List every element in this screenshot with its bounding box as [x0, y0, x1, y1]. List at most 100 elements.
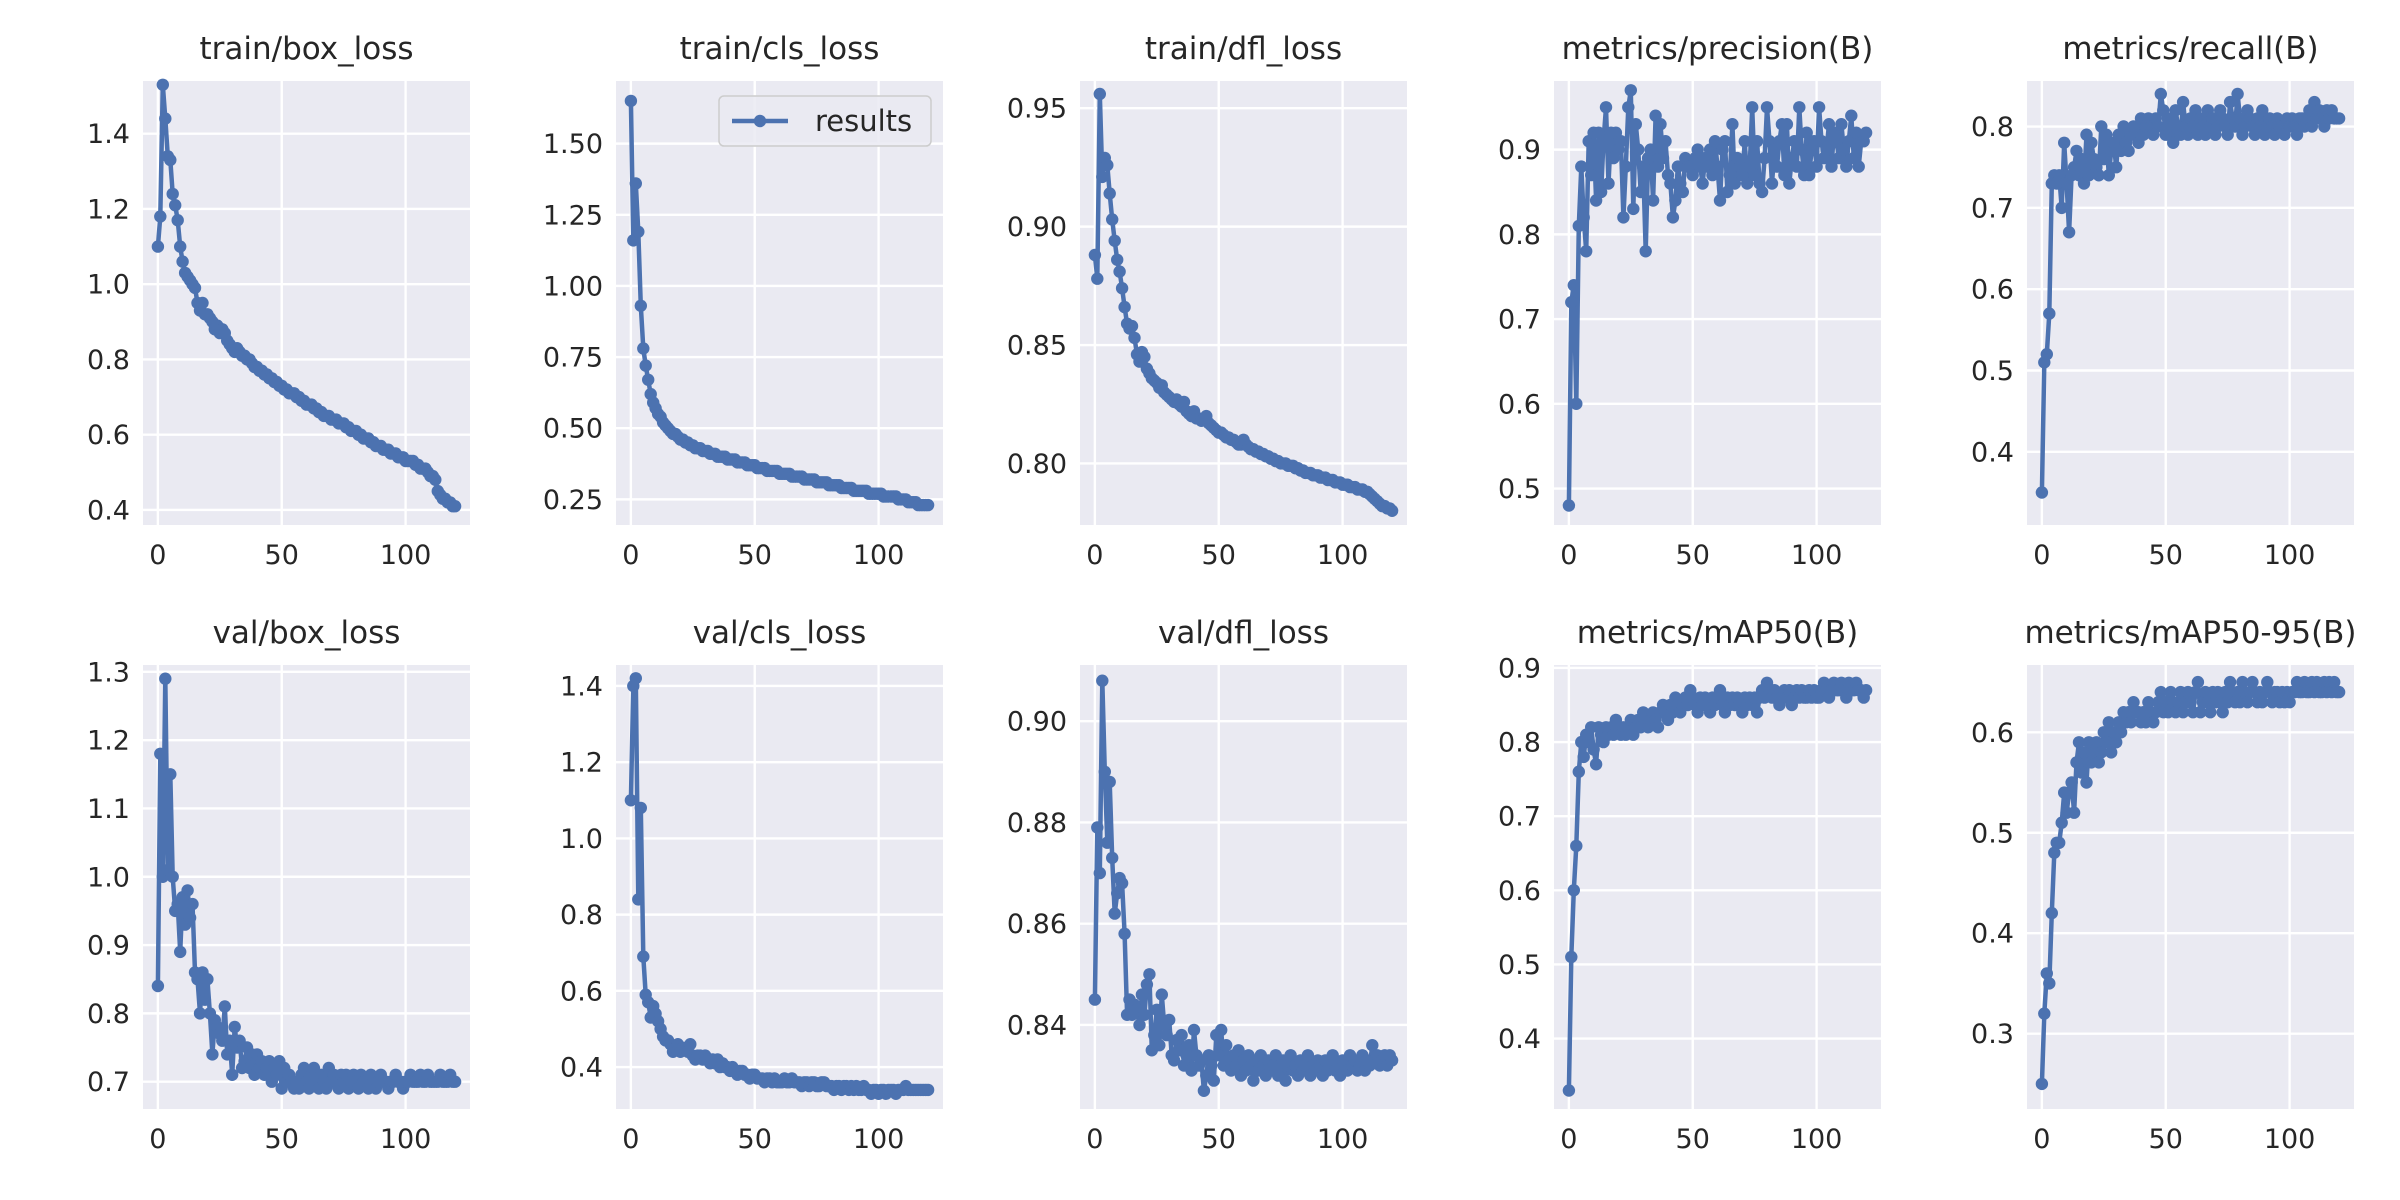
data-point — [2117, 120, 2130, 133]
panel-train-cls-loss: 0.25 0.50 0.75 1.00 1.25 1.50 0 50 100 train/cls_… — [543, 31, 943, 571]
y-tick-label: 0.7 — [1498, 305, 1541, 336]
data-point — [1671, 160, 1685, 173]
y-tick-label: 0.5 — [1498, 950, 1541, 981]
data-point — [1091, 272, 1104, 285]
data-point — [2048, 846, 2061, 859]
data-point — [1160, 1028, 1173, 1042]
panel-val-cls-loss: 0.4 0.6 0.8 1.0 1.2 1.4 0 50 100 val/cls_loss — [560, 615, 943, 1155]
data-point — [1562, 1084, 1576, 1097]
data-point — [1567, 279, 1581, 292]
data-point — [1686, 168, 1699, 182]
data-point — [166, 870, 179, 883]
data-point — [2154, 87, 2167, 101]
y-tick-label: 0.95 — [1007, 94, 1067, 125]
data-point — [2241, 696, 2254, 709]
data-point — [1115, 282, 1129, 295]
data-point — [201, 973, 214, 986]
x-tick-label: 100 — [2264, 540, 2316, 571]
y-tick-label: 0.4 — [1971, 919, 2014, 950]
data-point — [1793, 101, 1806, 114]
data-point — [2045, 906, 2058, 920]
data-point — [2152, 120, 2165, 133]
data-point — [921, 498, 935, 512]
panel-val-dfl-loss: 0.84 0.86 0.88 0.90 0 50 100 val/dfl_loss — [1007, 615, 1407, 1155]
data-point — [2256, 696, 2269, 709]
data-point — [448, 500, 462, 513]
y-tick-label: 1.4 — [87, 119, 130, 150]
y-tick-label: 0.85 — [1007, 331, 1067, 362]
data-point — [1197, 1084, 1211, 1098]
data-point — [1148, 1028, 1161, 1042]
data-point — [1619, 160, 1633, 173]
data-point — [1567, 884, 1581, 897]
data-point — [637, 950, 650, 963]
data-point — [1167, 1054, 1181, 1067]
data-point — [2236, 675, 2249, 689]
data-point — [2176, 95, 2190, 109]
data-point — [1696, 177, 1709, 190]
legend: results — [718, 95, 932, 147]
data-point — [1135, 988, 1149, 1001]
data-point — [2092, 756, 2105, 769]
y-tick-label: 0.90 — [1007, 707, 1067, 738]
y-tick-label: 0.86 — [1007, 909, 1067, 940]
data-point — [183, 911, 197, 924]
data-point — [1656, 151, 1670, 165]
data-point — [174, 240, 187, 253]
data-point — [1599, 101, 1613, 114]
y-tick-label: 0.90 — [1007, 212, 1067, 243]
data-point — [1091, 821, 1104, 834]
data-point — [429, 473, 442, 486]
y-tick-label: 1.0 — [87, 862, 130, 893]
data-point — [1825, 160, 1838, 173]
x-tick-label: 50 — [2149, 1124, 2183, 1155]
data-point — [1385, 1054, 1399, 1067]
data-point — [218, 1000, 231, 1013]
x-tick-label: 100 — [853, 540, 905, 571]
data-point — [1760, 101, 1774, 114]
data-point — [2055, 816, 2068, 829]
y-tick-label: 0.7 — [87, 1067, 130, 1098]
data-point — [2100, 128, 2113, 141]
plot-area — [1080, 665, 1407, 1109]
data-point — [2053, 836, 2066, 849]
x-tick-label: 0 — [2033, 540, 2050, 571]
legend-label: results — [815, 104, 912, 138]
data-point — [1617, 211, 1630, 224]
data-point — [1614, 135, 1628, 148]
panel-title: metrics/precision(B) — [1562, 31, 1874, 67]
data-point — [1624, 84, 1638, 97]
data-point — [2283, 696, 2296, 709]
data-point — [2035, 1077, 2049, 1091]
data-point — [1713, 194, 1727, 207]
y-tick-label: 0.4 — [1498, 1024, 1541, 1055]
data-point — [1326, 1049, 1339, 1062]
data-point — [1577, 750, 1590, 764]
data-point — [2077, 746, 2091, 759]
data-point — [1654, 118, 1667, 131]
y-tick-label: 0.5 — [1971, 818, 2014, 849]
data-point — [2070, 756, 2083, 769]
data-point — [159, 672, 172, 685]
data-point — [2246, 675, 2259, 689]
y-tick-label: 1.0 — [87, 270, 130, 301]
data-point — [2072, 736, 2086, 749]
panel-title: metrics/recall(B) — [2062, 31, 2318, 67]
data-point — [174, 945, 187, 959]
data-point — [1562, 499, 1576, 512]
data-point — [1180, 1049, 1193, 1062]
y-tick-label: 0.3 — [1971, 1019, 2014, 1050]
data-point — [166, 187, 179, 201]
y-tick-label: 0.8 — [1971, 112, 2014, 143]
data-point — [1570, 839, 1583, 853]
panel-title: metrics/mAP50-95(B) — [2024, 615, 2356, 651]
data-point — [1108, 907, 1121, 920]
data-point — [1651, 721, 1665, 734]
data-point — [1163, 1013, 1176, 1027]
data-point — [1664, 177, 1677, 190]
data-point — [164, 153, 177, 167]
data-point — [1138, 1008, 1151, 1021]
data-point — [1659, 135, 1672, 148]
data-point — [2176, 706, 2190, 719]
